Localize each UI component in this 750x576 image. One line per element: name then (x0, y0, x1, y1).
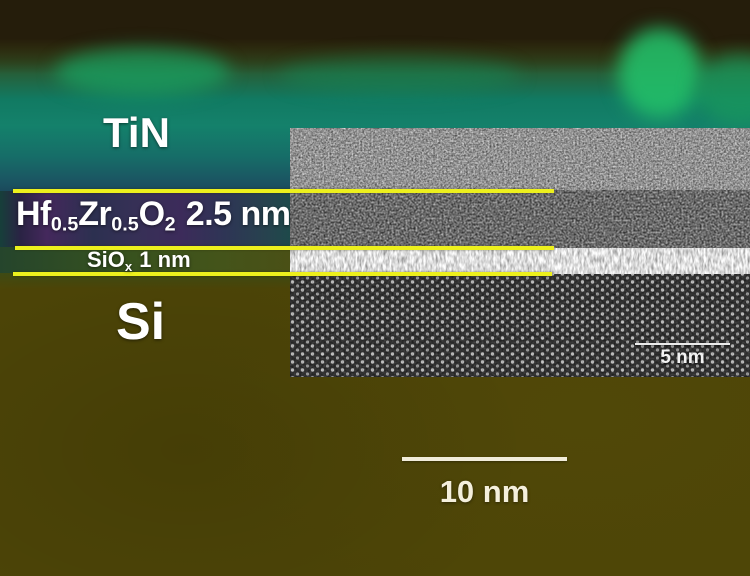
siox-thickness: 1 nm (139, 247, 191, 272)
hrtem-texture (290, 128, 750, 377)
hzo-label-sub3: 2 (164, 213, 176, 236)
siox-label-base: SiO (87, 247, 125, 272)
hzo-purple-band (0, 191, 292, 247)
siox-label: SiOx 1 nm (87, 247, 191, 274)
hzo-label-el3: O (138, 195, 165, 233)
main-scalebar (402, 457, 567, 461)
main-scalebar-label: 10 nm (439, 474, 530, 509)
interface-line-tin-hzo (13, 189, 554, 193)
hzo-label-el2: Zr (78, 195, 112, 233)
interface-line-siox-si (13, 272, 552, 276)
hzo-thickness: 2.5 nm (185, 195, 291, 233)
tin-label: TiN (103, 109, 170, 156)
hzo-label-sub1: 0.5 (50, 213, 79, 236)
green-blob (618, 28, 702, 118)
inset-scalebar (635, 343, 730, 345)
hzo-label: Hf0.5Zr0.5O2 2.5 nm (16, 197, 291, 235)
hzo-label-sub2: 0.5 (111, 213, 139, 236)
siox-label-sub: x (124, 258, 133, 274)
si-label: Si (116, 293, 166, 351)
si-transition-band (0, 273, 292, 289)
green-blob (280, 56, 520, 94)
inset-scalebar-label: 5 nm (660, 347, 705, 368)
siox-green-band (0, 247, 292, 273)
interface-line-hzo-siox (15, 246, 554, 250)
hrtem-inset: 5 nm (290, 128, 750, 377)
hzo-label-el1: Hf (16, 195, 51, 233)
green-blob (55, 48, 230, 96)
